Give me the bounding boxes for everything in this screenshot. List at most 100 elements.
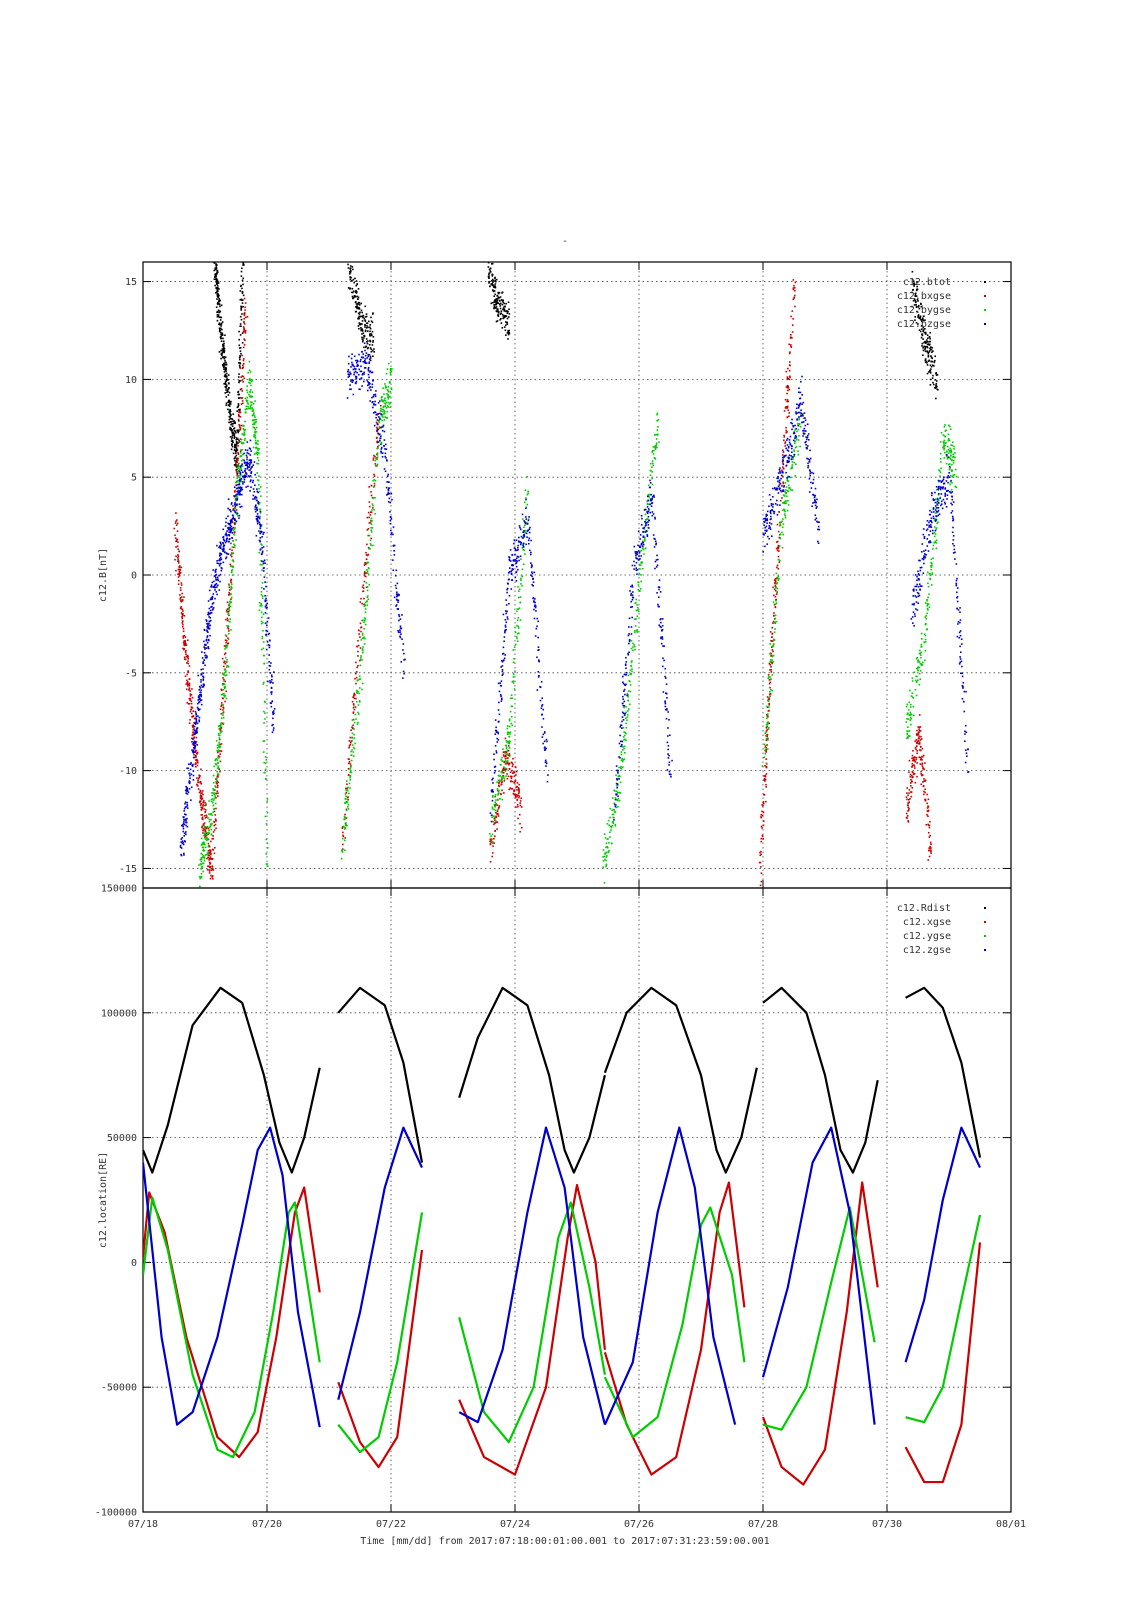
scatter-point (614, 823, 617, 826)
scatter-point (244, 476, 246, 479)
scatter-point (935, 511, 938, 514)
scatter-point (254, 437, 257, 439)
scatter-point (236, 410, 238, 412)
scatter-point (489, 832, 491, 835)
scatter-point (245, 454, 248, 457)
scatter-point (502, 754, 505, 756)
scatter-point (216, 749, 218, 752)
scatter-point (218, 302, 220, 305)
scatter-point (653, 457, 656, 459)
scatter-point (206, 627, 209, 629)
scatter-point (209, 609, 212, 612)
scatter-point (221, 693, 224, 695)
scatter-point (201, 797, 204, 800)
scatter-point (370, 544, 372, 547)
scatter-point (507, 330, 509, 332)
scatter-point (906, 787, 908, 789)
scatter-point (211, 598, 213, 600)
scatter-point (761, 834, 764, 837)
scatter-point (365, 345, 368, 348)
scatter-point (220, 726, 223, 729)
scatter-point (786, 399, 789, 401)
scatter-point (908, 801, 910, 803)
scatter-point (765, 783, 767, 786)
scatter-point (201, 807, 203, 810)
scatter-point (217, 750, 220, 752)
scatter-point (366, 357, 368, 359)
scatter-point (242, 458, 244, 461)
scatter-point (388, 403, 391, 405)
scatter-point (181, 840, 184, 842)
scatter-point (499, 307, 502, 310)
scatter-point (776, 541, 778, 543)
scatter-point (227, 394, 230, 396)
scatter-point (768, 676, 770, 678)
scatter-point (512, 792, 515, 795)
scatter-point (517, 627, 520, 629)
scatter-point (920, 324, 923, 327)
y-axis-label: c12.B[nT] (98, 548, 109, 602)
scatter-point (218, 768, 221, 771)
scatter-point (222, 704, 225, 706)
scatter-point (174, 558, 176, 561)
scatter-point (232, 518, 234, 520)
scatter-point (233, 495, 235, 497)
scatter-point (243, 377, 246, 380)
scatter-point (230, 427, 233, 430)
scatter-point (496, 788, 499, 790)
scatter-point (240, 376, 242, 378)
scatter-point (918, 304, 920, 307)
scatter-point (927, 823, 929, 826)
scatter-point (215, 267, 218, 269)
scatter-point (230, 596, 233, 599)
scatter-point (254, 484, 256, 487)
scatter-point (251, 407, 254, 409)
scatter-point (227, 626, 229, 629)
scatter-point (501, 769, 504, 772)
scatter-point (496, 798, 499, 801)
scatter-point (913, 765, 916, 767)
scatter-point (516, 632, 519, 635)
scatter-point (224, 525, 227, 527)
scatter-point (351, 287, 354, 290)
scatter-point (920, 749, 922, 752)
scatter-point (230, 555, 233, 558)
scatter-point (242, 326, 245, 328)
scatter-point (356, 283, 359, 285)
scatter-point (919, 330, 922, 333)
scatter-point (236, 461, 239, 463)
scatter-point (514, 766, 517, 769)
scatter-point (210, 606, 212, 608)
scatter-point (908, 701, 910, 704)
scatter-point (932, 381, 934, 384)
scatter-point (207, 631, 209, 634)
scatter-point (190, 786, 193, 789)
scatter-point (224, 363, 226, 366)
scatter-point (495, 306, 498, 308)
scatter-point (912, 280, 915, 283)
scatter-point (389, 371, 392, 374)
scatter-point (244, 302, 247, 304)
scatter-point (221, 332, 224, 335)
scatter-point (353, 373, 355, 376)
scatter-point (520, 579, 522, 581)
scatter-point (244, 468, 247, 470)
scatter-point (520, 583, 522, 585)
scatter-point (216, 584, 219, 587)
scatter-point (206, 869, 209, 871)
scatter-point (907, 709, 910, 711)
scatter-point (243, 297, 246, 300)
scatter-point (228, 405, 231, 407)
scatter-point (192, 756, 195, 759)
scatter-point (927, 354, 930, 357)
scatter-point (251, 410, 254, 412)
scatter-point (765, 730, 768, 732)
scatter-point (621, 766, 624, 769)
scatter-point (175, 546, 177, 548)
scatter-point (929, 347, 931, 350)
scatter-point (927, 355, 930, 358)
scatter-point (761, 814, 764, 817)
scatter-point (219, 743, 222, 746)
scatter-point (193, 729, 196, 732)
